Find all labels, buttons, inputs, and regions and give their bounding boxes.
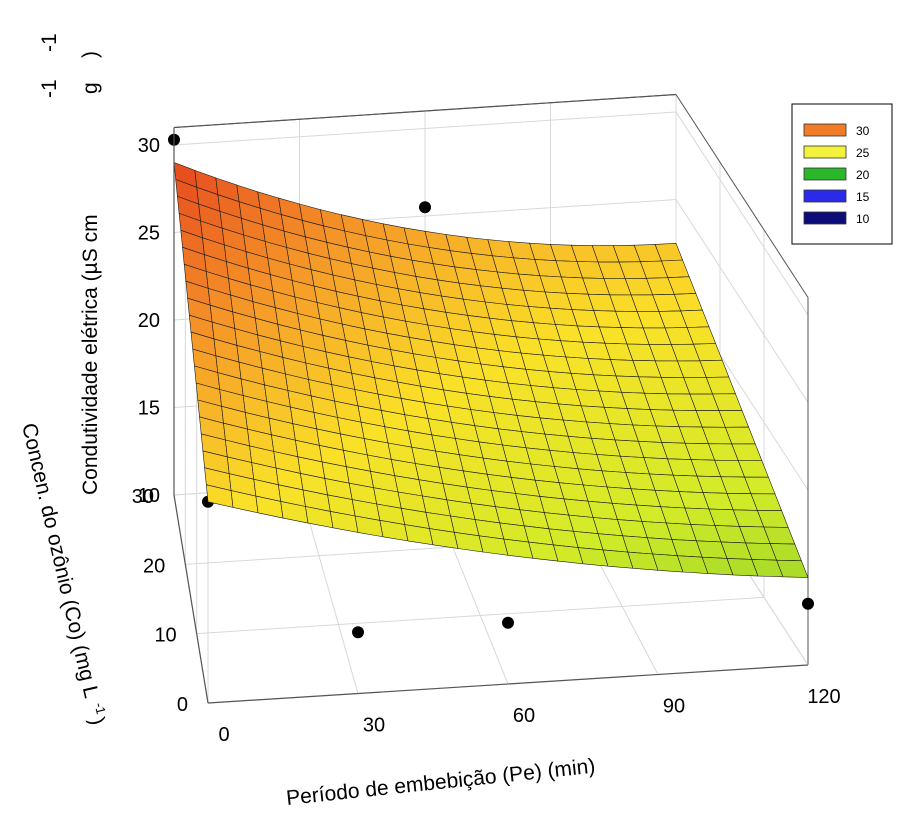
legend-label: 20 bbox=[856, 168, 870, 182]
z-axis-title-tail: g bbox=[79, 82, 102, 94]
z-axis-title-close: ) bbox=[79, 51, 102, 58]
observed-point bbox=[352, 626, 364, 639]
legend-swatch bbox=[803, 211, 847, 225]
z-axis-superscript-1: -1 bbox=[38, 79, 61, 98]
svg-text:-1: -1 bbox=[92, 701, 109, 716]
z-axis-superscript-2: -1 bbox=[38, 33, 61, 52]
y-tick-label: 10 bbox=[154, 625, 176, 647]
svg-text:): ) bbox=[85, 715, 109, 727]
side-wall-top-edge bbox=[675, 94, 809, 298]
z-tick-label: 25 bbox=[138, 223, 160, 245]
top-back-edge bbox=[173, 93, 677, 129]
z-tick-label: 10 bbox=[138, 485, 160, 507]
y-tick-label: 0 bbox=[177, 694, 188, 716]
z-tick-label: 20 bbox=[138, 310, 160, 332]
observed-point bbox=[419, 201, 431, 214]
x-tick-label: 30 bbox=[363, 715, 385, 737]
legend-label: 30 bbox=[856, 124, 870, 138]
legend-swatch bbox=[803, 145, 847, 159]
z-tick-label: 15 bbox=[138, 398, 160, 420]
observed-point bbox=[502, 616, 514, 629]
legend-swatch bbox=[803, 189, 847, 203]
svg-text:-1: -1 bbox=[38, 33, 61, 52]
x-tick-label: 90 bbox=[663, 696, 685, 718]
x-tick-label: 0 bbox=[218, 724, 229, 746]
y-tick-label: 30 bbox=[132, 486, 154, 508]
legend-swatch bbox=[803, 167, 847, 181]
legend-swatch bbox=[803, 123, 847, 137]
y-axis-line bbox=[173, 494, 209, 704]
floor-gridline bbox=[196, 596, 765, 635]
y-tick-label: 20 bbox=[143, 555, 165, 577]
x-axis-line bbox=[207, 664, 809, 704]
x-tick-label: 60 bbox=[513, 705, 535, 727]
z-tick-label: 30 bbox=[138, 135, 160, 157]
x-tick-label: 120 bbox=[807, 686, 840, 708]
legend-label: 15 bbox=[856, 190, 870, 204]
svg-text:Período de embebição (Pe) (min: Período de embebição (Pe) (min) bbox=[285, 755, 596, 810]
legend: 30 25 20 15 10 bbox=[791, 103, 893, 245]
legend-label: 25 bbox=[856, 146, 870, 160]
legend-label: 10 bbox=[856, 212, 870, 226]
svg-text:-1: -1 bbox=[38, 79, 61, 98]
x-axis-title: Período de embebição (Pe) (min) bbox=[285, 755, 596, 810]
side-wall-gridline bbox=[675, 111, 809, 316]
surface-cell bbox=[776, 559, 809, 578]
response-surface bbox=[173, 162, 809, 578]
z-axis-title-main: Condutividade elétrica (µS cm bbox=[79, 214, 102, 495]
back-wall-gridline bbox=[173, 111, 677, 146]
observed-point bbox=[802, 597, 814, 610]
z-axis-title: Condutividade elétrica (µS cm bbox=[79, 214, 102, 495]
axes bbox=[173, 93, 809, 704]
svg-text:): ) bbox=[79, 51, 102, 58]
side-wall-gridline bbox=[675, 199, 809, 403]
svg-text:g: g bbox=[79, 82, 102, 94]
